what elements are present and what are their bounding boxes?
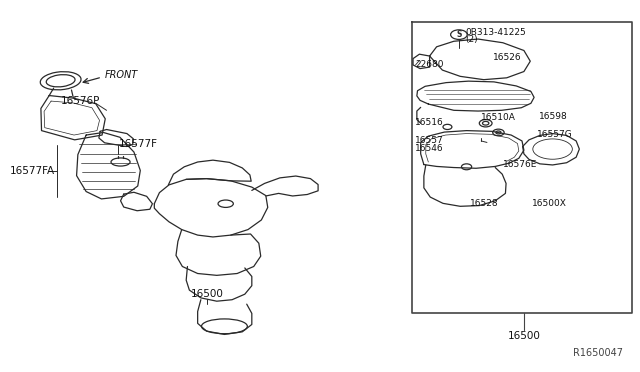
Text: 16500X: 16500X: [532, 199, 567, 208]
Text: 16577FA: 16577FA: [10, 166, 56, 176]
Text: 0B313-41225: 0B313-41225: [465, 28, 526, 37]
Text: 16546: 16546: [415, 144, 444, 153]
Text: 16516: 16516: [415, 118, 444, 127]
Text: (2): (2): [465, 35, 478, 44]
Text: 16500: 16500: [191, 289, 223, 299]
Text: 16500: 16500: [508, 331, 540, 340]
Text: 16526: 16526: [493, 53, 522, 62]
Text: 16557: 16557: [415, 137, 444, 145]
Text: 16557G: 16557G: [538, 130, 573, 139]
Text: 16598: 16598: [539, 112, 567, 121]
Text: 16510A: 16510A: [481, 113, 515, 122]
Text: R1650047: R1650047: [573, 348, 623, 358]
Text: 16576E: 16576E: [503, 160, 537, 170]
Text: S: S: [456, 30, 461, 39]
Text: 22680: 22680: [415, 60, 444, 70]
Text: FRONT: FRONT: [104, 70, 138, 80]
Text: 16576P: 16576P: [61, 96, 100, 106]
Text: 16577F: 16577F: [119, 138, 158, 148]
Text: 16528: 16528: [470, 199, 499, 208]
